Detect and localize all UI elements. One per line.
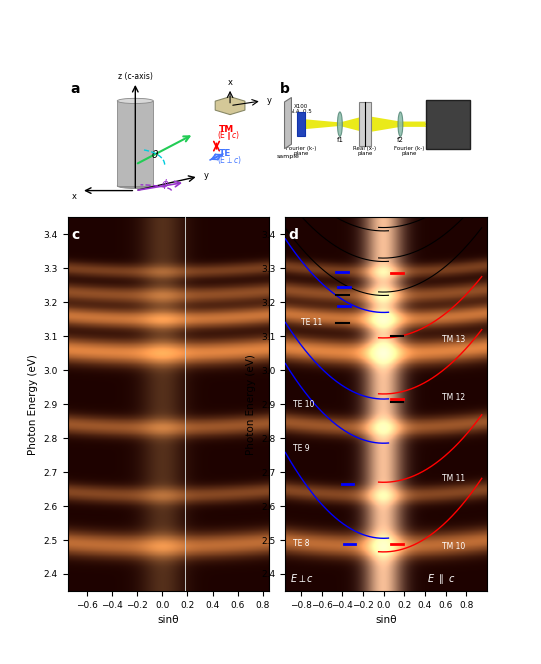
Text: TM 10: TM 10 bbox=[443, 542, 466, 551]
Polygon shape bbox=[117, 101, 153, 186]
Ellipse shape bbox=[117, 98, 153, 104]
Text: TM 13: TM 13 bbox=[443, 335, 466, 344]
Ellipse shape bbox=[338, 112, 342, 136]
Text: z (c-axis): z (c-axis) bbox=[118, 72, 153, 81]
Text: d: d bbox=[288, 228, 298, 242]
Ellipse shape bbox=[117, 183, 153, 189]
Bar bbox=[296, 112, 305, 136]
Polygon shape bbox=[285, 98, 292, 149]
Text: TE: TE bbox=[219, 149, 231, 159]
Text: Fourier (k-)
plane: Fourier (k-) plane bbox=[286, 145, 316, 156]
Text: (E$\perp c$): (E$\perp c$) bbox=[217, 154, 242, 166]
Text: E $\parallel$ c: E $\parallel$ c bbox=[427, 572, 455, 586]
Text: TM: TM bbox=[219, 125, 234, 133]
Bar bbox=[426, 100, 470, 149]
Text: sample: sample bbox=[276, 153, 299, 159]
Text: x: x bbox=[72, 192, 77, 201]
Text: x: x bbox=[228, 78, 233, 87]
Text: $\phi$: $\phi$ bbox=[161, 177, 170, 191]
Text: y: y bbox=[204, 171, 209, 180]
Y-axis label: Photon Energy (eV): Photon Energy (eV) bbox=[28, 354, 38, 455]
Text: TE 9: TE 9 bbox=[293, 444, 309, 453]
Text: (E$\parallel c$): (E$\parallel c$) bbox=[217, 129, 241, 142]
Text: TE 11: TE 11 bbox=[301, 318, 322, 327]
Polygon shape bbox=[305, 116, 470, 133]
Text: E$\perp c$: E$\perp c$ bbox=[291, 572, 314, 584]
Text: TM 11: TM 11 bbox=[443, 474, 466, 483]
Text: TM 12: TM 12 bbox=[443, 393, 466, 402]
Text: a: a bbox=[70, 82, 80, 96]
Text: b: b bbox=[280, 82, 290, 96]
Text: f2: f2 bbox=[397, 137, 404, 143]
X-axis label: sinθ: sinθ bbox=[157, 616, 179, 625]
Y-axis label: Photon Energy (eV): Photon Energy (eV) bbox=[246, 354, 256, 455]
Text: Real (x-)
plane: Real (x-) plane bbox=[353, 145, 377, 156]
Ellipse shape bbox=[398, 112, 403, 136]
Text: X100: X100 bbox=[294, 104, 308, 109]
Text: $\theta$: $\theta$ bbox=[151, 148, 159, 160]
Text: y: y bbox=[267, 96, 272, 106]
Bar bbox=[359, 102, 371, 147]
X-axis label: sinθ: sinθ bbox=[375, 616, 397, 625]
Text: Fourier (k-)
plane: Fourier (k-) plane bbox=[394, 145, 424, 156]
Text: f1: f1 bbox=[337, 137, 344, 143]
Text: c: c bbox=[71, 228, 80, 242]
Text: N.A. 0.5: N.A. 0.5 bbox=[290, 109, 312, 114]
Text: TE 8: TE 8 bbox=[293, 539, 309, 548]
Text: Spectrometer: Spectrometer bbox=[424, 122, 472, 127]
Text: TE 10: TE 10 bbox=[293, 400, 314, 408]
Polygon shape bbox=[215, 97, 245, 115]
